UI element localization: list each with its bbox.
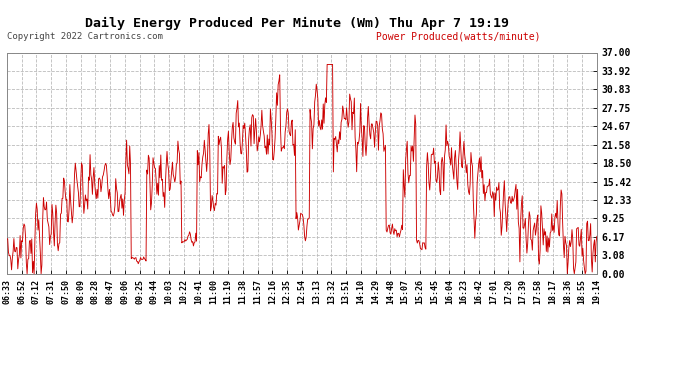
Text: Copyright 2022 Cartronics.com: Copyright 2022 Cartronics.com	[7, 32, 163, 41]
Text: Daily Energy Produced Per Minute (Wm) Thu Apr 7 19:19: Daily Energy Produced Per Minute (Wm) Th…	[85, 17, 509, 30]
Text: Power Produced(watts/minute): Power Produced(watts/minute)	[376, 32, 540, 42]
